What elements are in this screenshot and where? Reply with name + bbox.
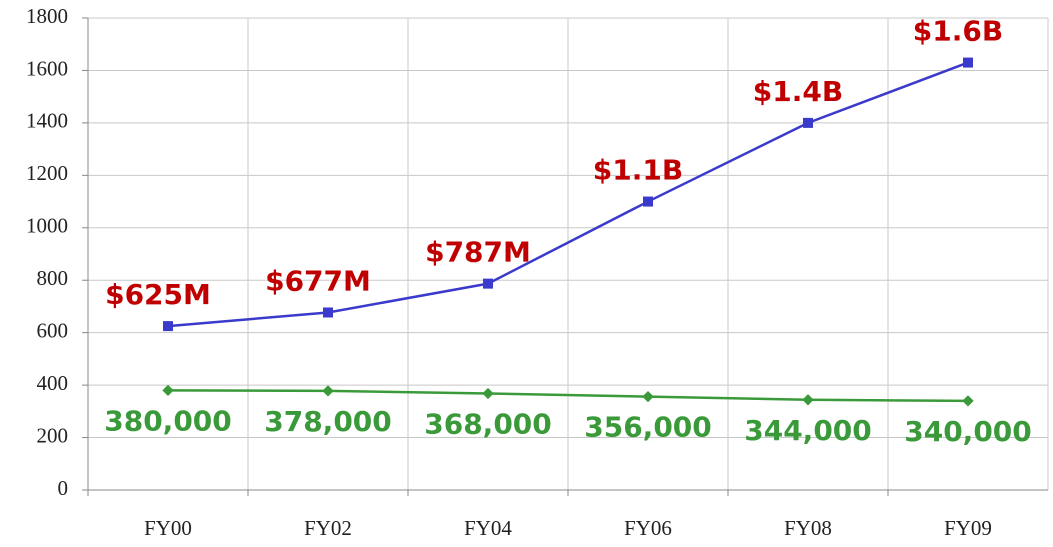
x-tick-label: FY08 <box>784 516 832 540</box>
x-tick-label: FY04 <box>464 516 512 540</box>
data-label: $1.1B <box>593 154 683 187</box>
y-tick-label: 1000 <box>26 214 68 238</box>
data-label: $1.6B <box>913 15 1003 48</box>
marker <box>643 196 653 207</box>
marker <box>803 117 813 128</box>
data-label: 380,000 <box>104 404 232 437</box>
marker <box>323 307 333 318</box>
data-label: 344,000 <box>744 414 872 447</box>
x-tick-label: FY02 <box>304 516 352 540</box>
marker <box>163 321 173 332</box>
series-line <box>167 61 969 328</box>
y-tick-label: 800 <box>37 266 69 290</box>
data-label: 340,000 <box>904 415 1032 448</box>
y-tick-label: 1200 <box>26 161 68 185</box>
x-tick-label: FY06 <box>624 516 672 540</box>
data-label: 356,000 <box>584 411 712 444</box>
data-label: $787M <box>425 236 531 269</box>
data-label: $625M <box>105 278 211 311</box>
marker <box>642 390 654 403</box>
y-tick-label: 1400 <box>26 109 68 133</box>
data-label: $1.4B <box>753 75 843 108</box>
marker <box>962 395 974 407</box>
y-tick-label: 600 <box>37 318 69 342</box>
y-tick-label: 400 <box>37 371 69 395</box>
data-label: 378,000 <box>264 405 392 438</box>
marker <box>322 385 334 397</box>
x-tick-label: FY00 <box>144 516 192 540</box>
y-tick-label: 0 <box>58 476 69 500</box>
marker <box>963 57 973 68</box>
y-tick-label: 1800 <box>26 4 68 28</box>
marker <box>482 387 494 400</box>
y-tick-label: 200 <box>37 423 69 447</box>
data-label: $677M <box>265 264 371 297</box>
marker <box>802 394 814 406</box>
x-tick-label: FY09 <box>944 516 992 540</box>
marker <box>162 384 174 397</box>
data-label: 368,000 <box>424 408 552 441</box>
series-line <box>167 389 969 403</box>
marker <box>483 278 493 289</box>
y-tick-label: 1600 <box>26 56 68 80</box>
